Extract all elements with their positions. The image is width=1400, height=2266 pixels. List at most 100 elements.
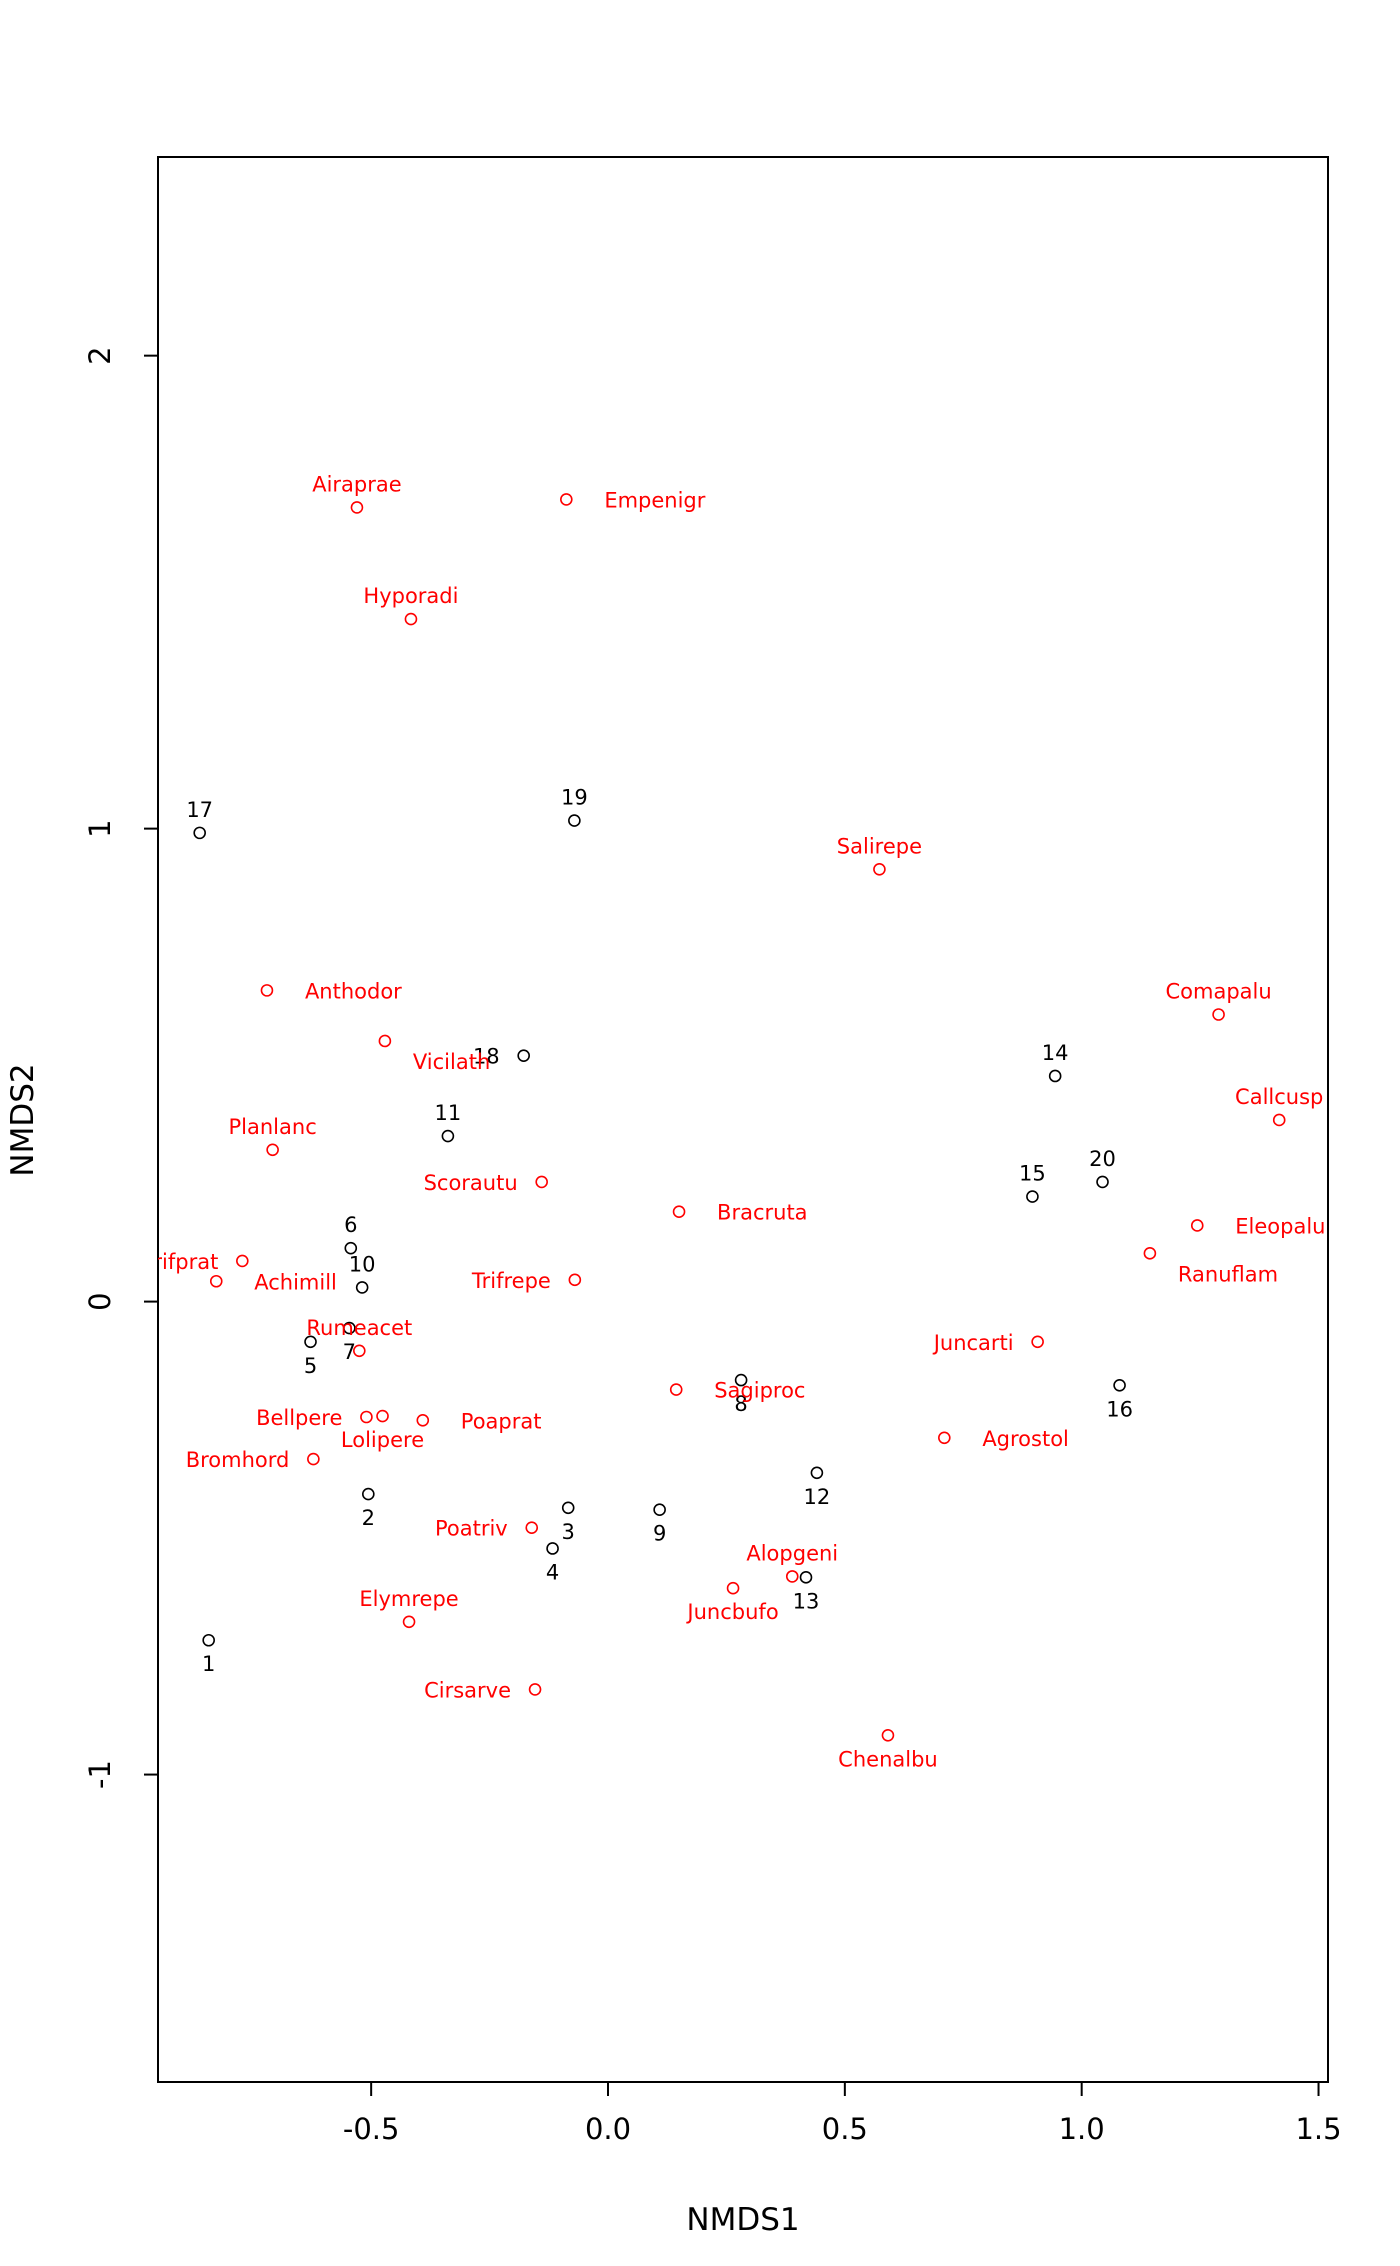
site-label: 16 [1106,1397,1133,1421]
species-marker [672,1205,686,1219]
species-label: Poatriv [435,1517,508,1541]
species-label: Achimill [254,1270,337,1294]
species-label: Alopgeni [746,1541,838,1565]
species-marker [350,501,364,514]
site-point: 3 [561,1501,575,1544]
species-point: Alopgeni [746,1541,838,1583]
y-tick-label: -1 [83,1760,117,1789]
species-point: Trifprat [143,1250,249,1274]
site-marker [441,1129,455,1143]
site-marker [344,1241,358,1255]
site-marker [362,1487,375,1501]
species-point: Vicilath [378,1034,490,1074]
species-point: Planlanc [229,1115,317,1157]
species-marker [568,1273,582,1287]
site-label: 14 [1042,1041,1069,1065]
site-marker [355,1281,369,1294]
site-marker [1048,1069,1062,1083]
species-label: Lolipere [341,1428,424,1452]
site-label: 12 [804,1485,831,1509]
site-label: 17 [186,798,213,822]
site-point: 11 [435,1101,462,1143]
species-point: Bracruta [672,1201,808,1225]
species-label: Empenigr [604,488,705,512]
species-marker [1190,1219,1204,1232]
site-point: 18 [473,1045,530,1069]
site-label: 5 [304,1354,317,1378]
site-marker [193,826,206,840]
species-label: Salirepe [837,834,922,858]
species-marker [1272,1113,1286,1127]
site-point: 13 [793,1571,820,1613]
y-tick-label: 1 [83,819,117,837]
species-point: Callcusp [1235,1085,1323,1127]
site-label: 9 [653,1522,666,1546]
species-point: Poatriv [435,1517,539,1541]
site-marker [1026,1190,1039,1203]
site-label: 11 [435,1101,462,1125]
species-marker [881,1729,895,1742]
species-label: Juncarti [932,1331,1014,1355]
species-marker [404,612,418,626]
points-layer: 1234567891011121314151617181920AchimillA… [143,472,1325,1771]
species-marker [535,1175,548,1189]
species-label: Elymrepe [359,1587,458,1611]
site-marker [517,1049,530,1062]
species-marker [260,984,274,997]
species-label: Poaprat [461,1409,542,1433]
site-point: 14 [1042,1041,1069,1083]
species-label: Callcusp [1235,1085,1323,1109]
y-axis-title: NMDS2 [5,1063,41,1176]
site-marker [304,1335,317,1349]
site-point: 6 [344,1213,358,1255]
site-label: 19 [561,786,588,810]
species-label: Vicilath [413,1050,490,1074]
species-label: Trifprat [143,1250,219,1274]
site-point: 20 [1089,1147,1116,1189]
species-marker [785,1570,799,1583]
site-marker [343,1321,356,1335]
x-tick-label: 1.5 [1295,2112,1341,2146]
site-label: 10 [349,1252,376,1276]
x-tick-label: 1.0 [1059,2112,1105,2146]
plot-frame [157,156,1329,2083]
species-label: Trifrepe [471,1269,551,1293]
site-label: 13 [793,1589,820,1613]
species-point: Rumeacet [306,1316,412,1358]
site-label: 18 [473,1045,500,1069]
species-label: Chenalbu [838,1747,938,1771]
site-point: 7 [343,1321,356,1364]
site-marker [1096,1175,1109,1189]
x-axis: -0.5 0.0 0.5 1.0 1.5 [343,2082,1342,2146]
site-marker [561,1501,575,1515]
species-label: Comapalu [1165,980,1271,1004]
species-label: Hyporadi [363,584,458,608]
species-marker [416,1414,430,1427]
species-point: Sagiproc [669,1379,805,1403]
species-label: Ranuflam [1178,1262,1278,1286]
site-marker [734,1373,748,1387]
species-point: Agrostol [938,1427,1069,1451]
species-marker [726,1581,740,1595]
site-point: 19 [561,786,588,827]
species-point: Scorautu [424,1171,548,1195]
species-marker [266,1143,279,1157]
site-marker [653,1503,666,1517]
species-point: Achimill [209,1270,337,1294]
site-marker [1113,1379,1126,1392]
species-point: Airaprae [312,472,402,514]
species-point: Elymrepe [359,1587,459,1629]
site-point: 8 [734,1373,748,1416]
species-marker [378,1034,392,1048]
species-marker [528,1683,542,1696]
site-label: 6 [344,1213,357,1237]
site-label: 20 [1089,1147,1116,1171]
site-marker [202,1633,215,1647]
site-point: 12 [804,1466,831,1509]
species-marker [376,1409,389,1423]
species-point: Ranuflam [1143,1247,1278,1286]
species-marker [236,1254,249,1268]
species-point: Empenigr [560,488,706,512]
species-point: Poaprat [416,1409,542,1433]
